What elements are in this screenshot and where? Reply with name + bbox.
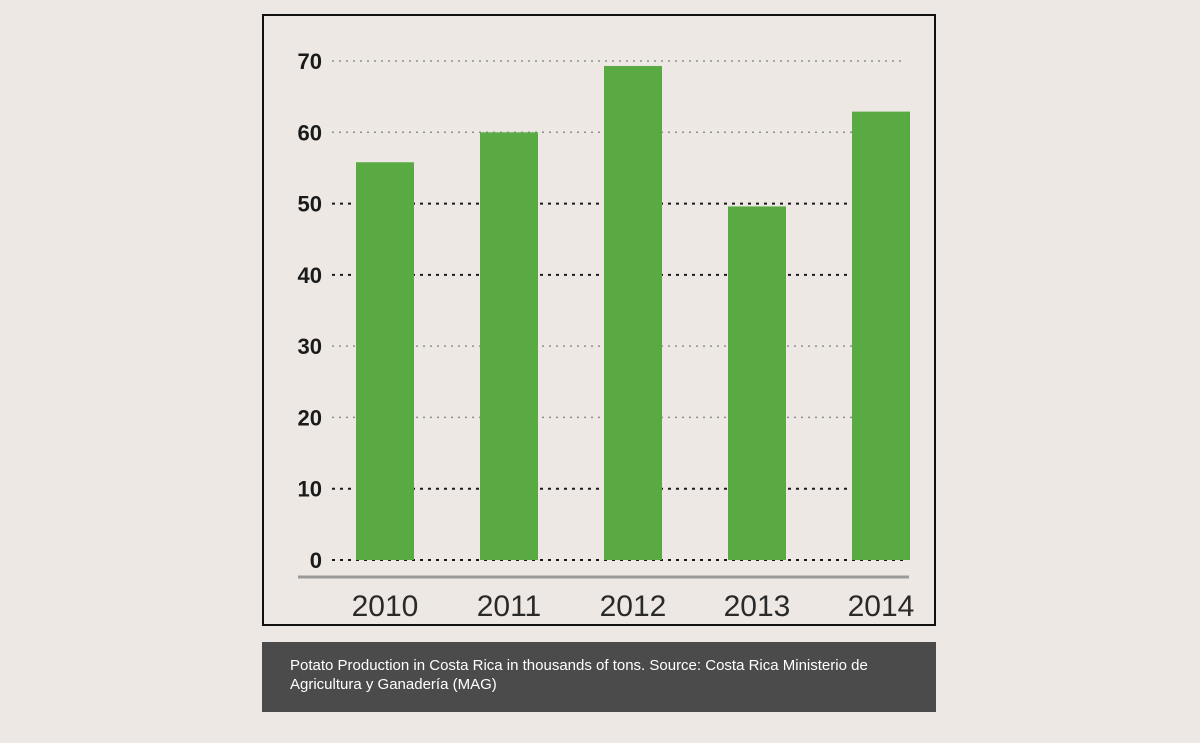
y-tick-label: 10 — [298, 477, 322, 502]
chart-frame: 0 10 20 30 40 50 60 70 2010 2011 2012 2013 2014 — [262, 14, 936, 626]
bar-2012 — [604, 65, 662, 561]
y-tick-label: 40 — [298, 263, 322, 288]
caption-box: Potato Production in Costa Rica in thous… — [262, 642, 936, 712]
x-tick-label: 2013 — [724, 590, 791, 623]
caption-text: Potato Production in Costa Rica in thous… — [290, 657, 868, 693]
x-tick-label: 2014 — [848, 590, 915, 623]
x-tick-label: 2010 — [352, 590, 419, 623]
y-tick-label: 60 — [298, 120, 322, 145]
x-tick-label: 2012 — [600, 590, 667, 623]
y-tick-label: 30 — [298, 334, 322, 359]
y-tick-label: 20 — [298, 405, 322, 430]
bars — [356, 65, 910, 561]
bar-chart: 0 10 20 30 40 50 60 70 2010 2011 2012 2013 2014 — [298, 49, 915, 623]
bar-2014 — [852, 111, 910, 560]
bar-2010 — [356, 162, 414, 560]
bar-2011 — [480, 132, 538, 560]
y-tick-label: 50 — [298, 192, 322, 217]
y-axis-ticks: 0 10 20 30 40 50 60 70 — [298, 49, 322, 573]
y-tick-label: 0 — [310, 548, 322, 573]
x-tick-label: 2011 — [477, 590, 542, 623]
gridlines — [332, 60, 904, 561]
bar-2013 — [728, 206, 786, 560]
y-tick-label: 70 — [298, 49, 322, 74]
x-axis-ticks: 2010 2011 2012 2013 2014 — [352, 590, 915, 623]
